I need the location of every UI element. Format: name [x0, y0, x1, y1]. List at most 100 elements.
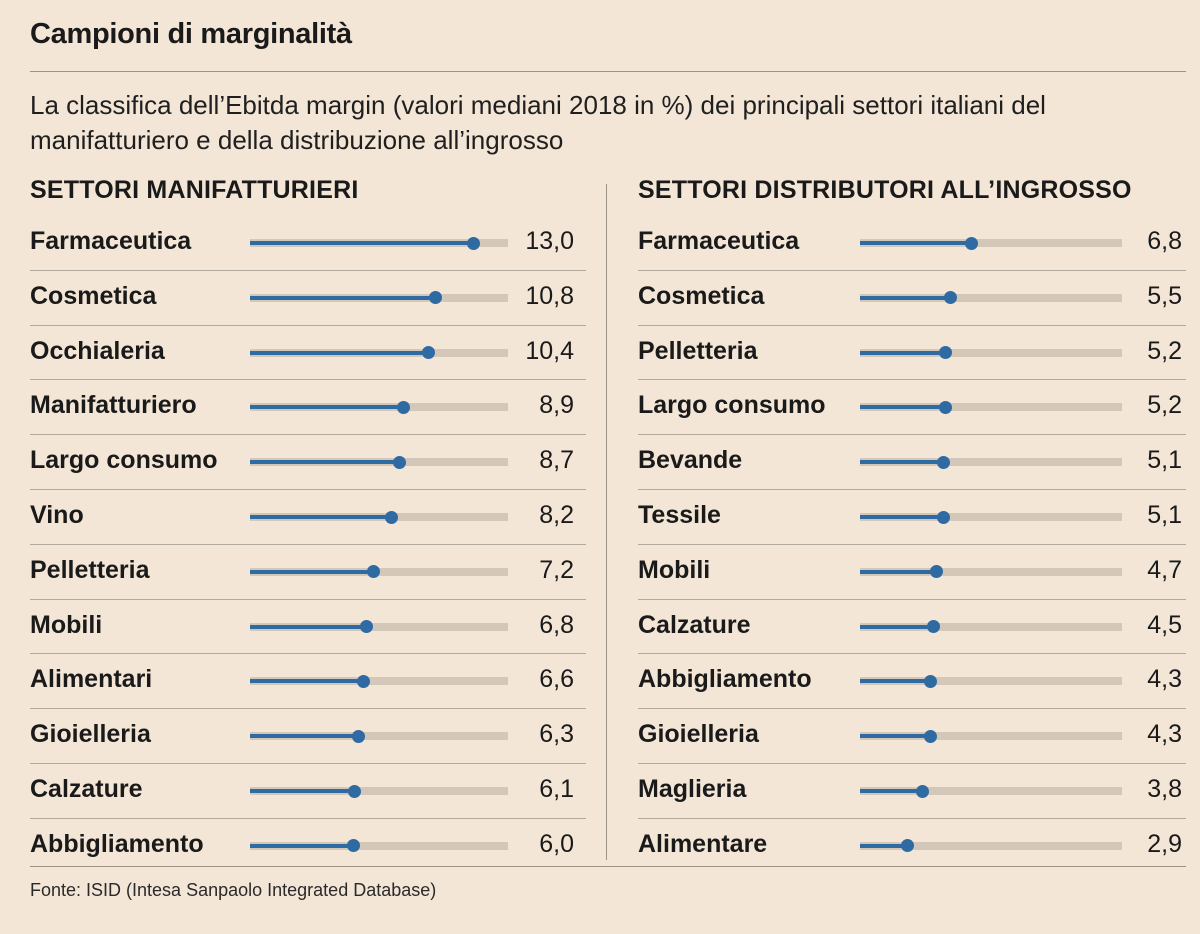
value-label: 10,4	[525, 336, 574, 365]
bar-fill	[860, 405, 946, 410]
bar-dot	[367, 565, 381, 579]
category-label: Cosmetica	[638, 281, 765, 310]
category-label: Tessile	[638, 501, 721, 529]
value-label: 4,3	[1147, 720, 1182, 749]
bar-track	[250, 841, 508, 850]
bar-dot	[938, 346, 952, 360]
bar-dot	[938, 400, 952, 414]
value-label: 8,9	[539, 391, 574, 420]
row-divider	[30, 434, 586, 436]
bar-dot	[900, 839, 914, 853]
bar-fill	[860, 843, 908, 848]
bar-track	[250, 732, 508, 741]
bar-fill	[250, 734, 359, 739]
bar-dot	[915, 784, 929, 798]
value-label: 10,8	[525, 281, 574, 310]
bar-fill	[860, 295, 951, 300]
category-label: Vino	[30, 501, 84, 529]
bar-fill	[250, 624, 367, 629]
bar-dot	[923, 729, 937, 743]
bar-dot	[923, 674, 937, 688]
row-divider	[30, 489, 586, 490]
value-label: 4,3	[1147, 665, 1182, 694]
row-divider	[638, 324, 1186, 326]
value-label: 5,5	[1147, 281, 1182, 310]
bar-track	[860, 403, 1122, 412]
row-divider	[638, 653, 1186, 655]
title-rule	[30, 71, 1186, 72]
row-divider	[30, 817, 586, 819]
category-label: Alimentari	[30, 665, 153, 694]
bar-fill	[250, 460, 400, 465]
category-label: Pelletteria	[638, 336, 758, 365]
value-label: 13,0	[525, 227, 574, 255]
value-label: 3,8	[1147, 775, 1182, 803]
category-label: Calzature	[638, 610, 751, 639]
category-label: Mobili	[30, 610, 103, 639]
bar-track	[860, 567, 1122, 576]
category-label: Bevande	[638, 446, 743, 475]
bar-fill	[250, 515, 392, 519]
bar-fill	[250, 405, 404, 410]
category-label: Gioielleria	[30, 720, 151, 749]
row-divider	[638, 543, 1186, 545]
row-divider	[30, 653, 586, 655]
bar-dot	[357, 674, 371, 688]
category-label: Abbigliamento	[30, 829, 204, 858]
row-divider	[638, 269, 1186, 271]
bar-track	[250, 622, 508, 631]
row-divider	[638, 763, 1186, 764]
value-label: 2,9	[1147, 829, 1182, 858]
bar-track	[860, 348, 1122, 357]
bar-dot	[346, 839, 360, 853]
bar-dot	[351, 729, 365, 743]
bar-track	[860, 622, 1122, 631]
bar-fill	[860, 350, 946, 355]
bar-track	[860, 293, 1122, 302]
category-label: Largo consumo	[30, 446, 218, 475]
row-divider	[638, 708, 1186, 710]
bar-track	[860, 513, 1122, 521]
row-divider	[30, 543, 586, 545]
bar-fill	[860, 734, 931, 739]
category-label: Abbigliamento	[638, 665, 812, 694]
value-label: 5,2	[1147, 336, 1182, 365]
bar-track	[860, 732, 1122, 741]
bar-fill	[250, 843, 354, 848]
bar-fill	[860, 679, 931, 684]
category-label: Occhialeria	[30, 336, 165, 365]
value-label: 6,8	[1147, 227, 1182, 255]
bar-fill	[860, 624, 934, 629]
row-divider	[638, 379, 1186, 381]
row-divider	[30, 379, 586, 381]
row-divider	[30, 708, 586, 710]
bar-dot	[384, 510, 398, 524]
row-divider	[638, 598, 1186, 600]
category-label: Maglieria	[638, 775, 747, 803]
bar-dot	[927, 620, 941, 634]
bar-fill	[860, 789, 923, 793]
bar-fill	[860, 515, 944, 519]
category-label: Farmaceutica	[638, 227, 800, 255]
bar-fill	[250, 789, 355, 793]
bar-track	[250, 677, 508, 686]
column-divider	[606, 184, 607, 860]
bar-dot	[429, 291, 443, 305]
value-label: 8,2	[539, 501, 574, 529]
category-label: Largo consumo	[638, 391, 826, 420]
panel-header-manifatturieri: SETTORI MANIFATTURIERI	[30, 176, 359, 204]
value-label: 5,1	[1147, 446, 1182, 475]
category-label: Gioielleria	[638, 720, 759, 749]
value-label: 5,1	[1147, 501, 1182, 529]
category-label: Cosmetica	[30, 281, 157, 310]
value-label: 6,3	[539, 720, 574, 749]
bar-track	[860, 841, 1122, 850]
panel-header-distributori: SETTORI DISTRIBUTORI ALL’INGROSSO	[638, 176, 1132, 204]
bar-fill	[250, 350, 429, 355]
category-label: Calzature	[30, 775, 143, 803]
value-label: 6,8	[539, 610, 574, 639]
bar-fill	[860, 460, 944, 465]
bar-dot	[467, 236, 481, 250]
bar-track	[860, 458, 1122, 467]
bar-track	[250, 787, 508, 795]
